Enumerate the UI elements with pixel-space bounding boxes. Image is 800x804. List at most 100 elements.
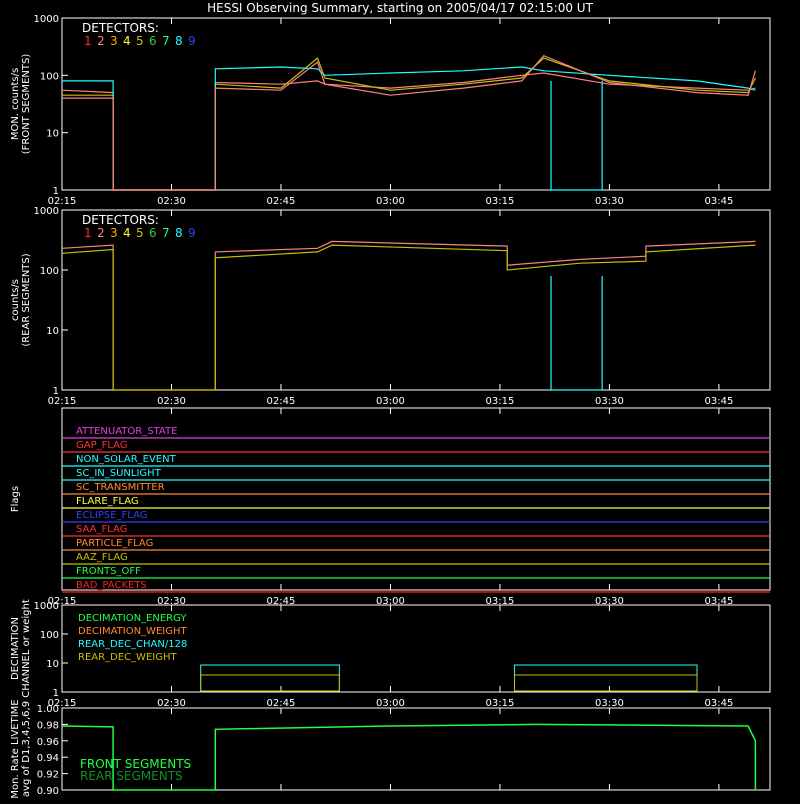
y-axis-label-front-1: (FRONT SEGMENTS) <box>21 54 32 155</box>
x-tick-label-rear-5: 03:30 <box>595 396 624 407</box>
decimation-box-cyan-0 <box>200 664 340 692</box>
legend-number-front-2: 3 <box>110 34 118 48</box>
x-tick-label-flags-3: 03:00 <box>376 596 405 607</box>
y-tick-label-rear-1: 10 <box>46 326 59 337</box>
series-line-rear-1 <box>61 244 756 391</box>
decimation-box-olive-1 <box>514 674 698 692</box>
x-tick-label-flags-0: 02:15 <box>48 596 77 607</box>
gap-line-front <box>550 80 603 191</box>
y-axis-label-livetime-1: avg of D1,3,4,5,6,9 <box>21 701 32 797</box>
decimation-box-cyan-1 <box>514 664 698 692</box>
legend-number-front-4: 5 <box>136 34 144 48</box>
y-axis-label-flags-0: Flags <box>10 486 21 512</box>
x-tick-label-decimation-2: 02:45 <box>267 698 296 709</box>
decimation-legend-0: DECIMATION_ENERGY <box>78 613 187 624</box>
decimation-box-olive-0 <box>200 674 340 692</box>
x-tick-label-decimation-5: 03:30 <box>595 698 624 709</box>
legend-number-rear-0: 1 <box>84 226 92 240</box>
flag-label-7: SAA_FLAG <box>76 524 127 535</box>
x-tick-label-decimation-6: 03:45 <box>704 698 733 709</box>
legend-number-front-6: 7 <box>162 34 170 48</box>
y-tick-label-decimation-1: 10 <box>46 659 59 670</box>
flag-label-6: ECLIPSE_FLAG <box>76 510 147 521</box>
y-tick-label-livetime-2: 0.94 <box>37 753 59 764</box>
y-tick-label-rear-0: 1 <box>53 386 59 397</box>
x-tick-label-rear-3: 03:00 <box>376 396 405 407</box>
x-tick-label-front-0: 02:15 <box>48 196 77 207</box>
x-tick-label-front-2: 02:45 <box>267 196 296 207</box>
legend-number-front-5: 6 <box>149 34 157 48</box>
y-axis-label-livetime-0: Mon. Rate LIVETIME <box>10 699 21 798</box>
y-tick-label-livetime-0: 0.90 <box>37 786 59 797</box>
legend-number-front-3: 4 <box>123 34 131 48</box>
panel-frame-decimation <box>61 604 771 693</box>
x-tick-label-flags-1: 02:30 <box>157 596 186 607</box>
flag-label-10: FRONTS_OFF <box>76 566 141 577</box>
gap-line-rear <box>550 275 603 391</box>
x-tick-label-rear-1: 02:30 <box>157 396 186 407</box>
y-tick-label-decimation-2: 100 <box>40 630 59 641</box>
livetime-legend-0: FRONT SEGMENTS <box>80 757 191 771</box>
y-tick-label-rear-3: 1000 <box>34 206 59 217</box>
legend-number-rear-2: 3 <box>110 226 118 240</box>
legend-number-rear-8: 9 <box>188 226 196 240</box>
y-axis-label-decimation-1: CHANNEL or weight <box>21 599 32 698</box>
decimation-legend-1: DECIMATION_WEIGHT <box>78 626 187 637</box>
y-tick-label-decimation-3: 1000 <box>34 601 59 612</box>
y-axis-label-rear-1: (REAR SEGMENTS) <box>21 253 32 346</box>
x-tick-label-front-3: 03:00 <box>376 196 405 207</box>
decimation-legend-2: REAR_DEC_CHAN/128 <box>78 639 187 650</box>
livetime-line <box>61 723 757 791</box>
y-tick-label-livetime-1: 0.92 <box>37 770 59 781</box>
legend-number-rear-6: 7 <box>162 226 170 240</box>
x-tick-label-decimation-0: 02:15 <box>48 698 77 709</box>
x-tick-label-flags-5: 03:30 <box>595 596 624 607</box>
x-tick-label-rear-4: 03:15 <box>486 396 515 407</box>
legend-number-rear-7: 8 <box>175 226 183 240</box>
y-axis-label-rear-0: counts/s <box>10 279 21 321</box>
legend-number-rear-5: 6 <box>149 226 157 240</box>
y-tick-label-front-1: 10 <box>46 129 59 140</box>
x-tick-label-front-6: 03:45 <box>704 196 733 207</box>
panel-frame-livetime <box>61 707 771 791</box>
y-tick-label-front-3: 1000 <box>34 14 59 25</box>
legend-number-front-0: 1 <box>84 34 92 48</box>
x-tick-label-decimation-1: 02:30 <box>157 698 186 709</box>
y-axis-label-front-0: MON. counts/s <box>10 68 21 140</box>
legend-number-front-1: 2 <box>97 34 105 48</box>
legend-number-rear-3: 4 <box>123 226 131 240</box>
flag-label-0: ATTENUATOR_STATE <box>76 426 177 437</box>
y-tick-label-front-2: 100 <box>40 71 59 82</box>
x-tick-label-flags-6: 03:45 <box>704 596 733 607</box>
x-tick-label-rear-0: 02:15 <box>48 396 77 407</box>
x-tick-label-rear-6: 03:45 <box>704 396 733 407</box>
y-tick-label-front-0: 1 <box>53 186 59 197</box>
x-tick-label-decimation-4: 03:15 <box>486 698 515 709</box>
panel-frame-flags <box>61 407 771 591</box>
legend-number-front-8: 9 <box>188 34 196 48</box>
decimation-legend-3: REAR_DEC_WEIGHT <box>78 652 177 663</box>
x-tick-label-decimation-3: 03:00 <box>376 698 405 709</box>
legend-number-front-7: 8 <box>175 34 183 48</box>
x-tick-label-flags-4: 03:15 <box>486 596 515 607</box>
flag-label-9: AAZ_FLAG <box>76 552 128 563</box>
livetime-legend-1: REAR SEGMENTS <box>80 769 183 783</box>
flag-label-4: SC_TRANSMITTER <box>76 482 165 493</box>
series-line-rear-0 <box>61 240 756 391</box>
series-line-front-3 <box>62 54 756 191</box>
series-line-front-0 <box>61 72 756 191</box>
flag-label-5: FLARE_FLAG <box>76 496 139 507</box>
flag-label-1: GAP_FLAG <box>76 440 128 451</box>
y-tick-label-livetime-5: 1.00 <box>37 704 59 715</box>
panel-frame-rear <box>61 209 771 391</box>
legend-title-front: DETECTORS: <box>82 21 159 35</box>
y-tick-label-decimation-0: 1 <box>53 688 59 699</box>
legend-number-rear-1: 2 <box>97 226 105 240</box>
x-tick-label-flags-2: 02:45 <box>267 596 296 607</box>
flag-label-8: PARTICLE_FLAG <box>76 538 153 549</box>
flag-label-3: SC_IN_SUNLIGHT <box>76 468 162 479</box>
y-tick-label-livetime-3: 0.96 <box>37 737 59 748</box>
legend-title-rear: DETECTORS: <box>82 213 159 227</box>
